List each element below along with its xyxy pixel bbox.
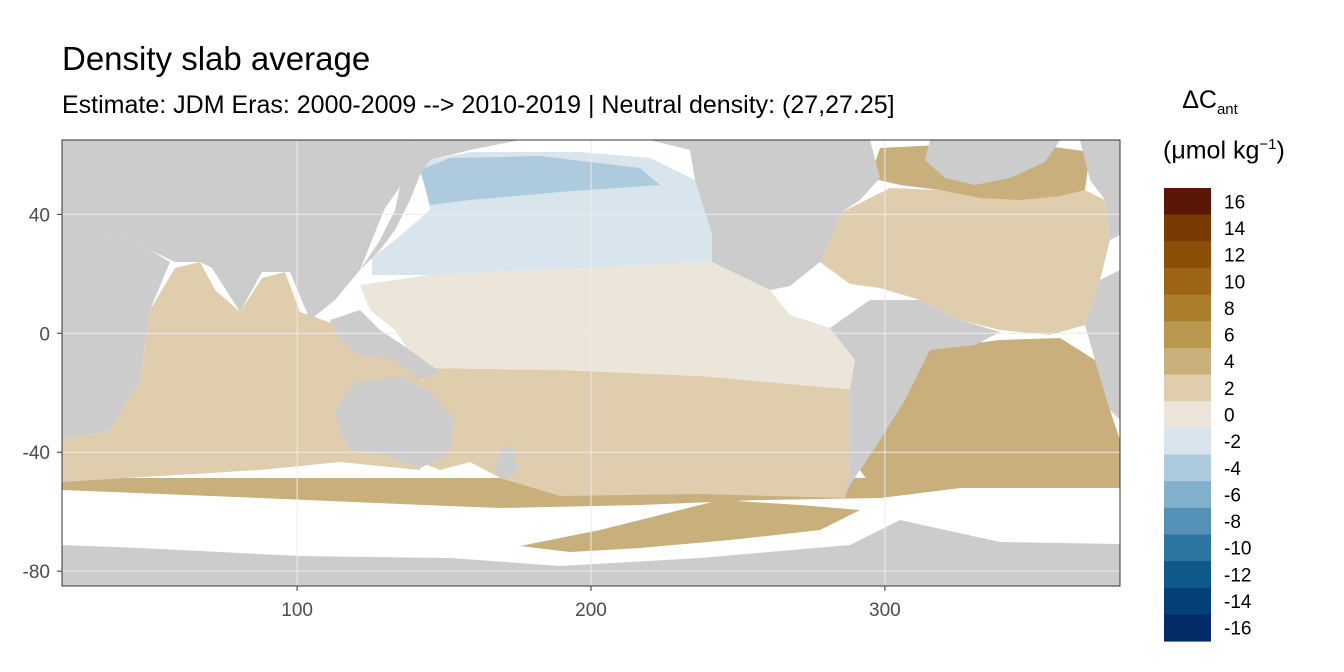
legend-swatch <box>1164 561 1211 589</box>
north-pacific-western-boundary <box>420 156 660 205</box>
legend-label: -16 <box>1224 619 1251 640</box>
x-tick-label: 300 <box>869 600 901 621</box>
antarctic-shelf-band <box>520 500 860 552</box>
legend-label: -12 <box>1224 565 1251 586</box>
legend-swatch <box>1164 614 1211 642</box>
legend-swatch <box>1164 321 1211 349</box>
south-america-land <box>830 300 1000 498</box>
legend-label: 10 <box>1224 272 1245 293</box>
antarctica-land <box>62 520 1120 586</box>
ocean-regions <box>62 144 1120 552</box>
maritime-continent-land <box>330 310 440 380</box>
africa-east-land <box>1085 270 1120 420</box>
land-masses <box>62 140 1120 586</box>
legend-swatch <box>1164 427 1211 456</box>
legend-swatch <box>1164 188 1211 216</box>
legend-label: 14 <box>1224 219 1246 240</box>
europe-land <box>1080 140 1120 240</box>
eurasia-land <box>62 140 410 320</box>
south-pacific <box>420 368 850 498</box>
legend-swatch <box>1164 507 1211 536</box>
new-zealand-land <box>495 445 518 480</box>
legend-swatch <box>1164 454 1211 482</box>
greenland-land <box>925 140 1060 185</box>
legend-swatch <box>1164 241 1211 269</box>
legend-swatch <box>1164 534 1211 562</box>
legend-label: 4 <box>1224 352 1235 373</box>
legend-swatch <box>1164 267 1211 296</box>
legend-label: -14 <box>1224 592 1252 613</box>
legend-swatch <box>1164 587 1211 615</box>
legend-swatch <box>1164 401 1211 429</box>
y-tick-label: 40 <box>29 205 50 226</box>
x-tick-label: 200 <box>575 600 607 621</box>
north-america-land <box>650 140 880 290</box>
australia-land <box>335 376 455 468</box>
legend-title-symbol: ΔCant <box>1182 86 1238 118</box>
legend-label: 8 <box>1224 299 1235 320</box>
south-atlantic <box>860 338 1120 498</box>
y-tick-label: 0 <box>39 324 50 345</box>
legend-label: -6 <box>1224 485 1241 506</box>
north-atlantic <box>820 178 1110 335</box>
legend-swatch <box>1164 481 1211 509</box>
legend-label: 0 <box>1224 406 1235 427</box>
legend-label: 2 <box>1224 379 1235 400</box>
gridlines <box>62 140 1120 586</box>
legend-label: -4 <box>1224 459 1241 480</box>
legend-label: 16 <box>1224 192 1245 213</box>
legend-label: 12 <box>1224 246 1245 267</box>
legend-swatch <box>1164 214 1211 242</box>
y-tick-label: -40 <box>23 443 50 464</box>
legend-swatch <box>1164 294 1211 322</box>
legend: 16 14 12 10 8 6 4 2 0 -2 -4 -6 -8 -10 -12 -14 -16 <box>1164 188 1252 642</box>
legend-label: -8 <box>1224 512 1241 533</box>
map-area <box>62 140 1120 586</box>
africa-land <box>62 235 170 440</box>
indian-ocean <box>62 262 430 482</box>
legend-swatch <box>1164 347 1211 376</box>
legend-label: -2 <box>1224 432 1241 453</box>
legend-label: -10 <box>1224 539 1251 560</box>
tropical-pacific <box>360 262 870 390</box>
legend-title-unit: (μmol kg−1) <box>1163 136 1285 165</box>
chart-title: Density slab average <box>62 40 371 77</box>
legend-swatch <box>1164 374 1211 402</box>
y-tick-label: -80 <box>23 562 50 583</box>
legend-label: 6 <box>1224 326 1235 347</box>
x-tick-label: 100 <box>281 600 313 621</box>
chart-subtitle: Estimate: JDM Eras: 2000-2009 --> 2010-2… <box>62 91 895 119</box>
